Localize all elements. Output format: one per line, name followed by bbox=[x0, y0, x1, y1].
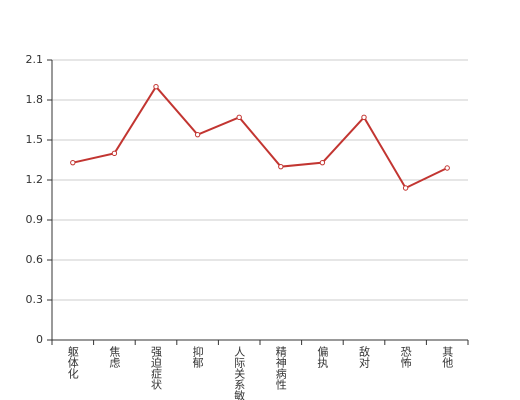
y-tick-label: 0.3 bbox=[26, 293, 44, 306]
x-tick-label: 精神病性 bbox=[274, 346, 287, 391]
point bbox=[153, 83, 159, 90]
point bbox=[278, 163, 284, 170]
x-tick-label: 恐怖 bbox=[399, 346, 412, 368]
point bbox=[194, 131, 201, 138]
line bbox=[72, 84, 448, 190]
point bbox=[236, 114, 242, 121]
y-tick-label: 1.8 bbox=[26, 93, 44, 106]
point bbox=[444, 165, 450, 171]
point bbox=[402, 185, 409, 191]
x-tick-label: 躯体化 bbox=[66, 346, 79, 380]
x-tick-label: 其他 bbox=[441, 346, 454, 368]
x-tick-label: 敌对 bbox=[358, 345, 371, 368]
point bbox=[70, 159, 76, 166]
point bbox=[361, 114, 367, 121]
y-tick-label: 1.5 bbox=[26, 133, 44, 146]
point bbox=[319, 159, 326, 166]
x-tick-label: 人际关系敏感 bbox=[233, 346, 246, 400]
y-tick-label: 0.6 bbox=[26, 253, 44, 266]
point bbox=[111, 150, 118, 157]
y-tick-label: 2.1 bbox=[26, 53, 44, 66]
x-tick-label: 抑郁 bbox=[191, 345, 204, 368]
y-tick-label: 0.9 bbox=[26, 213, 44, 226]
x-tick-label: 偏执 bbox=[316, 345, 329, 369]
x-tick-label: 焦虑 bbox=[108, 346, 121, 368]
y-tick-label: 1.2 bbox=[26, 173, 44, 186]
x-tick-label: 强迫症状 bbox=[150, 346, 163, 390]
y-tick-label: 0 bbox=[36, 333, 43, 346]
